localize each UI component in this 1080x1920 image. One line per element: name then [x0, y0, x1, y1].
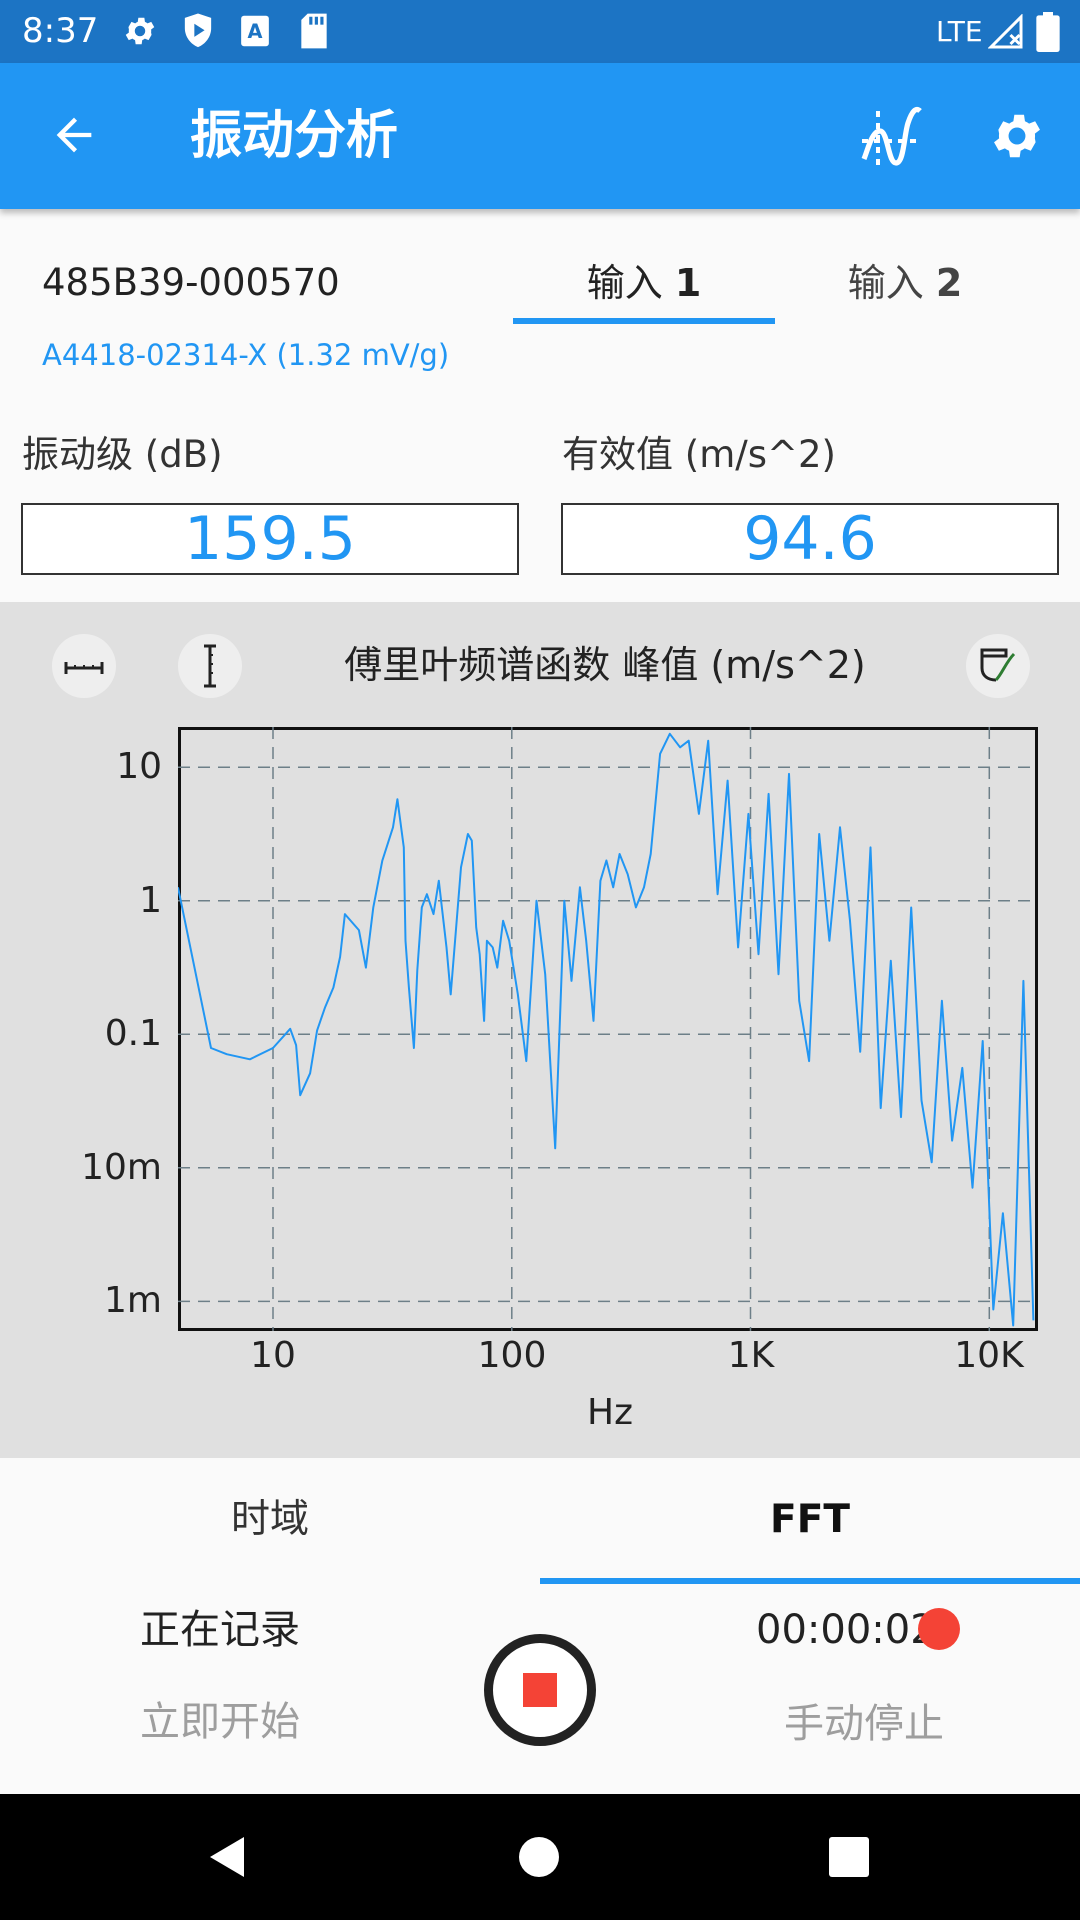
grid-lines [178, 727, 1038, 1331]
page-title: 振动分析 [190, 106, 399, 166]
vertical-ruler-icon [204, 644, 216, 688]
font-notification-icon: A [241, 15, 269, 47]
x-tick-label-3: 10K [954, 1335, 1024, 1376]
chart-title: 傅里叶频谱函数 峰值 (m/s^2) [344, 643, 866, 687]
tab-input-2[interactable]: 输入 2 [774, 258, 1036, 308]
tab-time-domain[interactable]: 时域 [230, 1497, 309, 1542]
network-type: LTE [936, 15, 983, 48]
input-tab-indicator [513, 318, 775, 324]
y-tick-label-2: 0.1 [104, 1013, 162, 1054]
stop-icon [523, 1673, 557, 1707]
tab-input-2-label: 输入 [847, 261, 936, 305]
vibration-level-label: 振动级 (dB) [22, 433, 223, 476]
x-tick-label-2: 1K [727, 1335, 775, 1376]
horizontal-ruler-icon [64, 662, 104, 674]
status-bar: 8:37 A LTE [0, 0, 1080, 63]
status-time: 8:37 [22, 11, 99, 51]
y-tick-label-4: 1m [104, 1280, 162, 1321]
signal-icon [988, 14, 1023, 49]
horizontal-cursor-button[interactable] [52, 634, 116, 698]
spectrum-line [178, 732, 1035, 1327]
sensor-info[interactable]: A4418-02314-X (1.32 mV/g) [42, 338, 450, 372]
app-bar: 振动分析 [0, 63, 1080, 209]
tab-input-1[interactable]: 输入 1 [513, 258, 775, 308]
recording-status: 正在记录 [140, 1607, 300, 1653]
nav-back-icon[interactable] [204, 1832, 254, 1882]
view-tab-indicator [540, 1578, 1080, 1584]
x-axis-label: Hz [587, 1392, 633, 1433]
settings-gear-icon[interactable] [988, 107, 1046, 165]
curve-icon [980, 648, 1016, 682]
device-serial: 485B39-000570 [42, 261, 340, 304]
plot-frame [178, 727, 1038, 1331]
battery-icon [1036, 12, 1060, 52]
vibration-level-value: 159.5 [21, 503, 519, 575]
nav-recents-icon[interactable] [826, 1834, 872, 1880]
recording-timer: 00:00:02 [756, 1607, 936, 1653]
sd-card-icon [301, 13, 327, 49]
vertical-cursor-button[interactable] [178, 634, 242, 698]
y-tick-label-1: 1 [139, 880, 162, 921]
rms-value: 94.6 [561, 503, 1059, 575]
stop-recording-button[interactable] [484, 1634, 596, 1746]
curve-fit-button[interactable] [966, 634, 1030, 698]
tab-input-1-number: 1 [674, 261, 702, 305]
x-tick-label-0: 10 [250, 1335, 296, 1376]
back-arrow-icon[interactable] [48, 109, 100, 161]
x-tick-label-1: 100 [477, 1335, 547, 1376]
y-tick-label-3: 10m [81, 1147, 162, 1188]
recording-indicator-icon [918, 1608, 960, 1650]
navigation-bar [0, 1794, 1080, 1920]
settings-notification-icon [125, 17, 155, 45]
stop-mode[interactable]: 手动停止 [784, 1701, 944, 1747]
tab-fft[interactable]: FFT [770, 1497, 850, 1542]
waveform-icon[interactable] [858, 103, 926, 171]
tab-input-2-number: 2 [935, 261, 963, 305]
fft-plot [178, 727, 1038, 1331]
svg-text:A: A [248, 20, 263, 43]
start-mode[interactable]: 立即开始 [140, 1699, 300, 1745]
y-tick-label-0: 10 [116, 746, 162, 787]
play-protect-icon [184, 13, 212, 48]
tab-input-1-label: 输入 [586, 261, 675, 305]
nav-home-icon[interactable] [514, 1832, 564, 1882]
rms-label: 有效值 (m/s^2) [562, 433, 836, 476]
